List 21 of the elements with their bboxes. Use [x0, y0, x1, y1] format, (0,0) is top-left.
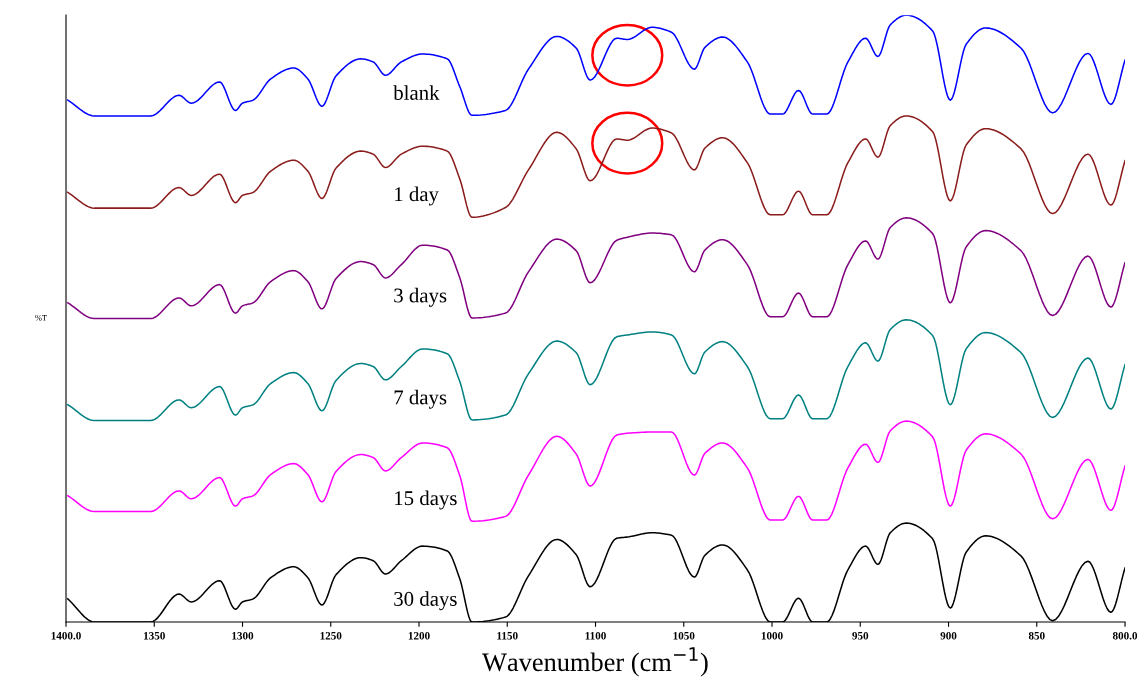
- x-tick-label: 1000: [761, 632, 783, 640]
- x-tick-label: 800.0: [1112, 632, 1138, 640]
- x-tick-label: 950: [852, 632, 869, 640]
- x-tick-label: 1200: [408, 632, 430, 640]
- series-label: 1 day: [395, 186, 439, 206]
- x-axis-title: Wavenumber (cm$^{−1}$): [482, 647, 708, 677]
- y-axis-title: %T: [35, 315, 47, 321]
- x-tick-label: 1050: [673, 632, 695, 640]
- x-tick-label: 1150: [497, 632, 518, 640]
- x-tick-label: 1100: [585, 632, 606, 640]
- x-tick-label: 1300: [232, 632, 254, 640]
- x-tick-label: 1250: [320, 632, 342, 640]
- series-label: 30 days: [394, 591, 457, 611]
- series-label: 7 days: [394, 389, 447, 409]
- series-label: 3 days: [394, 287, 447, 307]
- x-tick-label: 850: [1028, 632, 1045, 640]
- x-tick-label: 1350: [144, 632, 165, 640]
- series-label: blank: [393, 85, 440, 100]
- x-tick-label: 900: [940, 632, 957, 640]
- series-label: 15 days: [395, 490, 457, 510]
- x-tick-label: 1400.0: [51, 632, 81, 640]
